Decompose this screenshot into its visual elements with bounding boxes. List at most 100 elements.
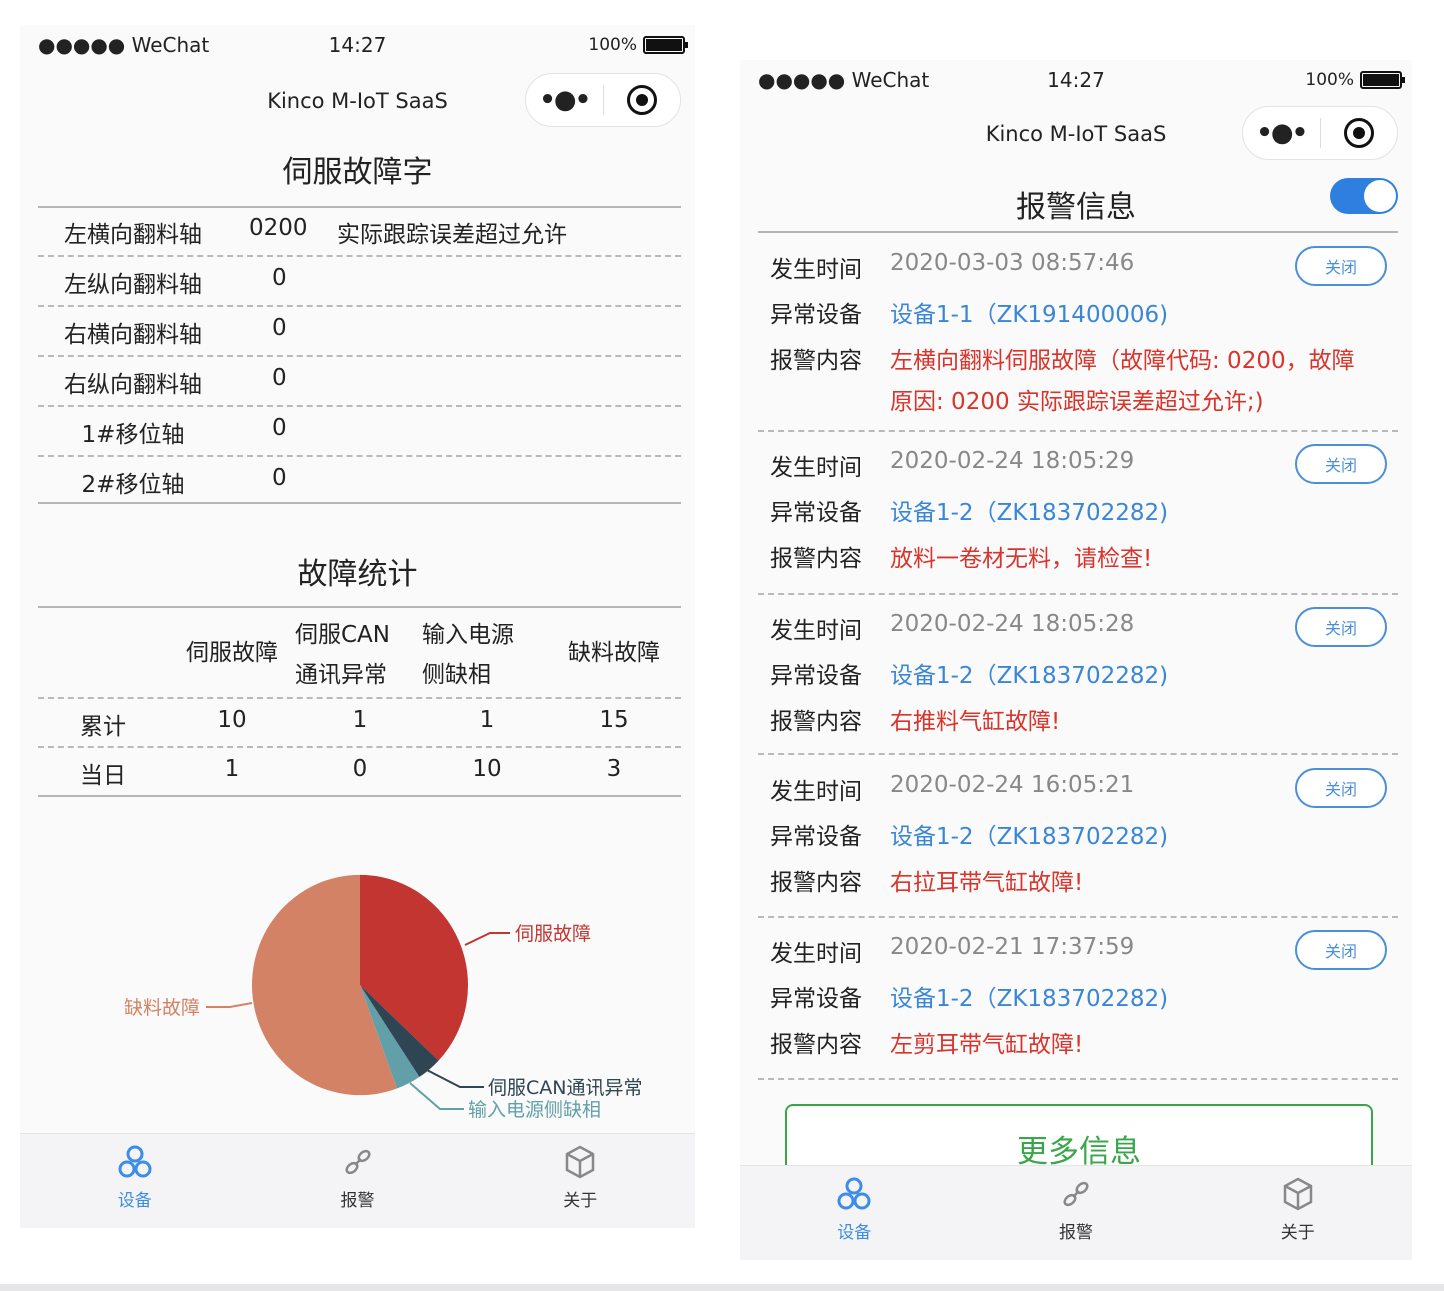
alarm-content: 右拉耳带气缸故障!: [890, 870, 1084, 896]
alarm-top-rule: [758, 231, 1398, 233]
pie-label-line: [409, 1082, 464, 1110]
fault-description: 实际跟踪误差超过允许: [337, 222, 567, 248]
pie-slice[interactable]: [252, 874, 397, 1096]
alarm-card: 发生时间 2020-02-21 17:37:59 异常设备 设备1-2（ZK18370…: [740, 930, 1412, 1094]
pie-label: 伺服CAN通讯异常: [488, 1077, 642, 1099]
close-alarm-button[interactable]: 关闭: [1295, 444, 1387, 484]
stats-header: 伺服故障: [186, 640, 278, 666]
devices-icon: [75, 1144, 195, 1180]
tab-alarms[interactable]: 报警: [298, 1144, 418, 1211]
device-label: 异常设备: [770, 663, 862, 689]
device-screen: ●●●●● WeChat 14:27 100% Kinco M-IoT SaaS •●•…: [20, 25, 695, 1228]
close-mini-program-button[interactable]: [604, 85, 681, 115]
device-label: 异常设备: [770, 302, 862, 328]
pie-slice[interactable]: [360, 874, 468, 1061]
alarm-card: 发生时间 2020-02-24 16:05:21 异常设备 设备1-2（ZK18370…: [740, 768, 1412, 932]
tab-about[interactable]: 关于: [1238, 1176, 1358, 1243]
alarm-time: 2020-03-03 08:57:46: [890, 250, 1135, 276]
alarm-device-link[interactable]: 设备1-2（ZK183702282): [890, 824, 1169, 850]
battery-percent: 100%: [588, 35, 637, 55]
alarm-content: 放料一卷材无料，请检查!: [890, 546, 1153, 572]
stats-bottom-rule: [38, 795, 681, 797]
pie-label-line: [206, 1002, 253, 1008]
alarm-toggle[interactable]: [1330, 178, 1398, 214]
divider: [0, 1284, 1444, 1291]
fault-stats-title: 故障统计: [297, 557, 418, 592]
row-divider: [38, 305, 681, 307]
stats-value: 10: [217, 707, 247, 733]
close-alarm-button[interactable]: 关闭: [1295, 768, 1387, 808]
row-divider: [38, 355, 681, 357]
axis-name: 右横向翻料轴: [64, 322, 202, 348]
battery-indicator: 100%: [1305, 70, 1405, 90]
axis-name: 2#移位轴: [81, 472, 185, 498]
close-alarm-button[interactable]: 关闭: [1295, 607, 1387, 647]
alarm-time: 2020-02-24 18:05:28: [890, 611, 1135, 637]
content-label: 报警内容: [770, 1032, 862, 1058]
tab-label: 设备: [837, 1223, 872, 1243]
battery-percent: 100%: [1305, 70, 1354, 90]
tab-devices[interactable]: 设备: [794, 1176, 914, 1243]
stats-row-label: 当日: [80, 763, 126, 789]
pie-label-line: [422, 1067, 484, 1088]
table-top-rule: [38, 206, 681, 208]
cube-icon: [520, 1144, 640, 1180]
stats-value: 0: [352, 756, 368, 782]
alarm-divider: [758, 753, 1398, 755]
alarm-divider: [758, 916, 1398, 918]
tab-label: 报警: [340, 1191, 375, 1211]
stats-value: 1: [224, 756, 240, 782]
capsule-divider: [602, 85, 604, 115]
time-label: 发生时间: [770, 618, 862, 644]
time-label: 发生时间: [770, 779, 862, 805]
alarm-device-link[interactable]: 设备1-2（ZK183702282): [890, 986, 1169, 1012]
cube-icon: [1238, 1176, 1358, 1212]
alarm-screen: ●●●●● WeChat 14:27 100% Kinco M-IoT SaaS •●•…: [740, 60, 1412, 1260]
more-menu-button[interactable]: •●•: [539, 85, 591, 115]
close-alarm-button[interactable]: 关闭: [1295, 246, 1387, 286]
alarm-device-link[interactable]: 设备1-1（ZK191400006): [890, 302, 1169, 328]
fault-code: 0: [272, 465, 287, 491]
content-label: 报警内容: [770, 348, 862, 374]
fault-code: 0: [272, 415, 287, 441]
pie-label: 伺服故障: [515, 923, 591, 945]
content-label: 报警内容: [770, 870, 862, 896]
servo-fault-title: 伺服故障字: [282, 155, 433, 190]
table-bottom-rule: [38, 502, 681, 504]
device-label: 异常设备: [770, 500, 862, 526]
stats-value: 10: [472, 756, 502, 782]
pie-slice[interactable]: [360, 985, 420, 1089]
battery-icon: [1360, 71, 1405, 89]
close-alarm-button[interactable]: 关闭: [1295, 930, 1387, 970]
stats-value: 15: [599, 707, 629, 733]
stats-value: 1: [352, 707, 368, 733]
target-dot: [1352, 127, 1365, 139]
pie-slice[interactable]: [360, 985, 439, 1078]
more-menu-button[interactable]: •●•: [1256, 118, 1308, 148]
close-mini-program-button[interactable]: [1321, 118, 1398, 148]
battery-icon: [643, 36, 688, 54]
tab-label: 报警: [1059, 1223, 1093, 1243]
stats-row-divider: [38, 746, 681, 748]
devices-icon: [794, 1176, 914, 1212]
fault-code: 0200: [249, 215, 308, 241]
battery-indicator: 100%: [588, 35, 688, 55]
alarm-time: 2020-02-24 16:05:21: [890, 772, 1135, 798]
tab-devices[interactable]: 设备: [75, 1144, 195, 1211]
stats-value: 3: [606, 756, 622, 782]
alarm-card: 发生时间 2020-03-03 08:57:46 异常设备 设备1-1（ZK19140…: [740, 246, 1412, 415]
alarm-device-link[interactable]: 设备1-2（ZK183702282): [890, 663, 1169, 689]
stats-header: 输入电源 侧缺相: [422, 622, 514, 688]
time-label: 发生时间: [770, 941, 862, 967]
status-bar: ●●●●● WeChat 14:27 100%: [20, 25, 695, 65]
tab-alarms[interactable]: 报警: [1016, 1176, 1136, 1243]
tab-about[interactable]: 关于: [520, 1144, 640, 1211]
alarm-link-icon: [298, 1144, 418, 1180]
target-icon: [626, 85, 657, 115]
alarm-device-link[interactable]: 设备1-2（ZK183702282): [890, 500, 1169, 526]
row-divider: [38, 455, 681, 457]
fault-code: 0: [272, 265, 287, 291]
alarm-card: 发生时间 2020-02-24 18:05:29 异常设备 设备1-2（ZK18370…: [740, 444, 1412, 608]
axis-name: 左横向翻料轴: [64, 222, 202, 248]
